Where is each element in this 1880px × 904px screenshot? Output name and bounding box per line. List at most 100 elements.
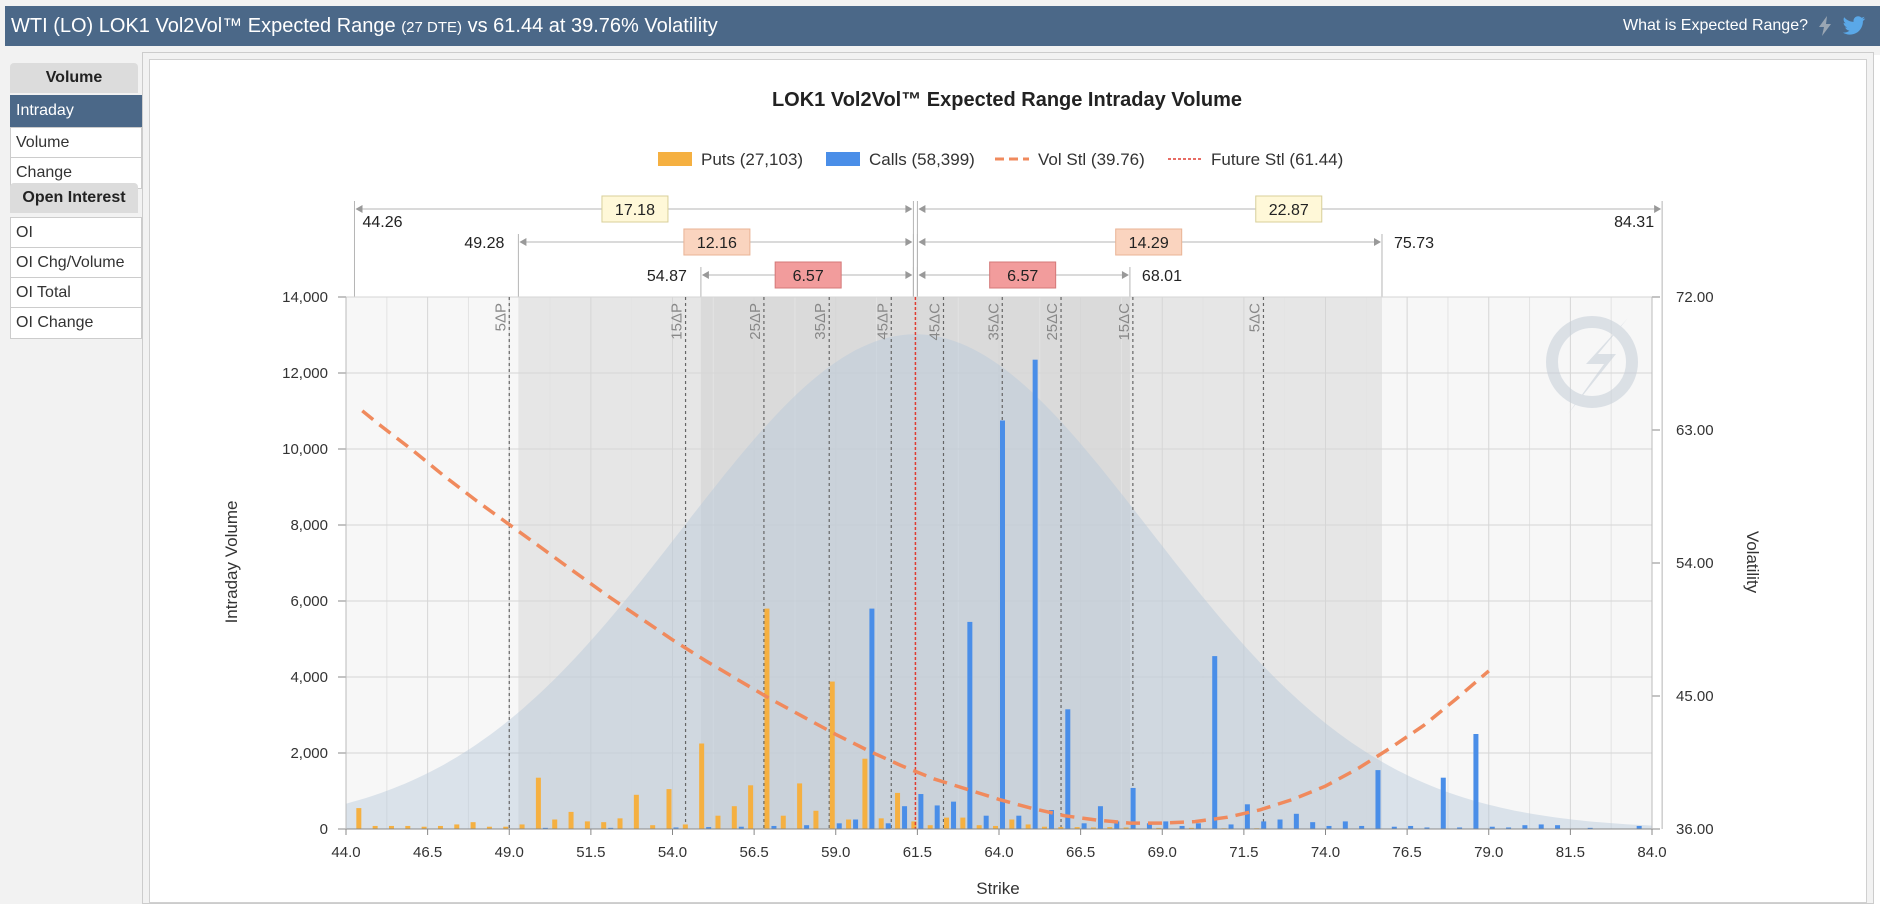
y-tick-label: 8,000 bbox=[290, 517, 328, 534]
call-bar bbox=[1587, 827, 1593, 829]
call-bar bbox=[1293, 813, 1299, 829]
range-arrowhead bbox=[1121, 271, 1129, 279]
put-bar bbox=[1025, 824, 1031, 829]
call-bar bbox=[1081, 823, 1087, 829]
x-tick-label: 76.5 bbox=[1393, 844, 1422, 861]
y2-axis-label: Volatility bbox=[1743, 531, 1762, 594]
call-bar bbox=[1538, 824, 1544, 829]
range-arrowhead bbox=[918, 205, 926, 213]
put-bar bbox=[797, 783, 803, 829]
twitter-icon[interactable] bbox=[1842, 15, 1866, 37]
range-arrowhead bbox=[1654, 205, 1662, 213]
put-bar bbox=[1107, 827, 1113, 829]
x-tick-label: 54.0 bbox=[658, 844, 687, 861]
delta-label: 45ΔC bbox=[926, 303, 943, 341]
sidebar-item-oi-total[interactable]: OI Total bbox=[10, 277, 142, 309]
put-bar bbox=[1188, 827, 1194, 829]
put-bar bbox=[601, 822, 607, 829]
call-bar bbox=[1000, 420, 1005, 829]
put-bar bbox=[650, 825, 656, 829]
call-bar bbox=[918, 794, 924, 829]
call-bar bbox=[1440, 777, 1446, 829]
call-bar bbox=[1146, 823, 1152, 829]
call-bar bbox=[1636, 825, 1642, 829]
put-bar bbox=[993, 825, 998, 829]
delta-label: 45ΔP bbox=[874, 303, 891, 340]
sidebar-item-volume[interactable]: Volume bbox=[10, 127, 142, 159]
y-axis-label: Intraday Volume bbox=[222, 501, 241, 624]
x-tick-label: 66.5 bbox=[1066, 844, 1095, 861]
put-bar bbox=[617, 818, 623, 829]
range-arrowhead bbox=[905, 271, 913, 279]
call-bar bbox=[1244, 804, 1250, 829]
range-down-value: 6.57 bbox=[793, 268, 824, 285]
put-bar bbox=[470, 822, 476, 829]
put-bar bbox=[584, 821, 590, 829]
lightning-icon[interactable] bbox=[1816, 15, 1834, 37]
call-bar bbox=[1065, 709, 1071, 829]
range-down-box bbox=[601, 195, 669, 223]
call-bar bbox=[542, 827, 548, 829]
put-bar bbox=[356, 808, 362, 829]
call-bar bbox=[1391, 826, 1397, 829]
range-down-box bbox=[774, 261, 842, 289]
call-bar bbox=[983, 815, 989, 829]
delta-label: 35ΔC bbox=[985, 303, 1002, 341]
sidebar-item-oi[interactable]: OI bbox=[10, 217, 142, 249]
call-bar bbox=[902, 806, 908, 829]
call-bar bbox=[706, 827, 712, 829]
x-tick-label: 64.0 bbox=[984, 844, 1013, 861]
call-bar bbox=[1163, 821, 1169, 829]
x-tick-label: 79.0 bbox=[1474, 844, 1503, 861]
call-bar bbox=[1473, 734, 1479, 829]
call-bar bbox=[1130, 787, 1136, 829]
page-header: WTI (LO) LOK1 Vol2Vol™ Expected Range (2… bbox=[0, 0, 1880, 55]
range-low-label: 49.28 bbox=[464, 235, 504, 252]
title-dte: (27 DTE) bbox=[401, 18, 463, 36]
range-arrowhead bbox=[701, 271, 709, 279]
sidebar-item-oi-change[interactable]: OI Change bbox=[10, 307, 142, 339]
watermark-logo bbox=[1546, 316, 1638, 414]
call-bar bbox=[1424, 827, 1430, 829]
x-tick-label: 46.5 bbox=[413, 844, 442, 861]
put-bar bbox=[1074, 827, 1080, 829]
x-tick-label: 49.0 bbox=[495, 844, 524, 861]
put-bar bbox=[405, 825, 411, 829]
range-low-label: 54.87 bbox=[647, 268, 687, 285]
call-bar bbox=[1212, 656, 1218, 829]
delta-label: 5ΔC bbox=[1246, 303, 1263, 332]
y-tick-label: 2,000 bbox=[290, 745, 328, 762]
range-arrowhead bbox=[519, 238, 527, 246]
put-bar bbox=[976, 825, 982, 829]
range-up-value: 6.57 bbox=[1007, 268, 1038, 285]
put-bar bbox=[503, 826, 509, 829]
range-arrowhead bbox=[1373, 238, 1381, 246]
y2-tick-label: 54.00 bbox=[1676, 555, 1714, 572]
put-bar bbox=[927, 825, 933, 829]
range-arrowhead bbox=[355, 205, 363, 213]
sidebar-item-intraday[interactable]: Intraday bbox=[10, 95, 142, 127]
call-bar bbox=[1555, 825, 1561, 829]
range-high-label: 75.73 bbox=[1394, 235, 1434, 252]
call-bar bbox=[869, 608, 875, 829]
y2-tick-label: 72.00 bbox=[1676, 289, 1714, 306]
call-bar bbox=[1489, 826, 1495, 829]
y-tick-label: 6,000 bbox=[290, 593, 328, 610]
put-bar bbox=[454, 824, 460, 829]
put-bar bbox=[437, 825, 443, 829]
x-tick-label: 84.0 bbox=[1637, 844, 1666, 861]
call-bar bbox=[1375, 770, 1381, 829]
range-arrowhead bbox=[905, 238, 913, 246]
call-bar bbox=[951, 801, 957, 829]
put-bar bbox=[486, 826, 492, 829]
legend-label: Vol Stl (39.76) bbox=[1038, 150, 1145, 169]
plot-area: 44.0 46.5 49.0 51.5 54.0 56.5 59.0 61.5 64.0 66.5… bbox=[282, 289, 1713, 861]
x-tick-label: 44.0 bbox=[331, 844, 360, 861]
call-bar bbox=[1179, 825, 1185, 829]
legend-swatch bbox=[658, 152, 692, 166]
title-main: WTI (LO) LOK1 Vol2Vol™ Expected Range bbox=[11, 14, 402, 37]
put-bar bbox=[682, 824, 688, 829]
sidebar-item-oi-chg-volume[interactable]: OI Chg/Volume bbox=[10, 247, 142, 279]
expected-range-help-link[interactable]: What is Expected Range? bbox=[1623, 17, 1808, 34]
put-bar bbox=[780, 815, 786, 829]
